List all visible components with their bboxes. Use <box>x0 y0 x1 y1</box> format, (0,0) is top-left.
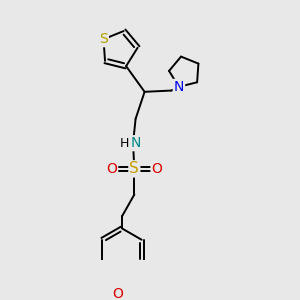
Text: N: N <box>174 80 184 94</box>
Text: O: O <box>152 162 162 176</box>
Text: S: S <box>130 161 139 176</box>
Text: S: S <box>99 32 108 46</box>
Text: O: O <box>113 286 124 300</box>
Text: N: N <box>130 136 141 150</box>
Text: H: H <box>119 137 129 150</box>
Text: O: O <box>106 162 117 176</box>
